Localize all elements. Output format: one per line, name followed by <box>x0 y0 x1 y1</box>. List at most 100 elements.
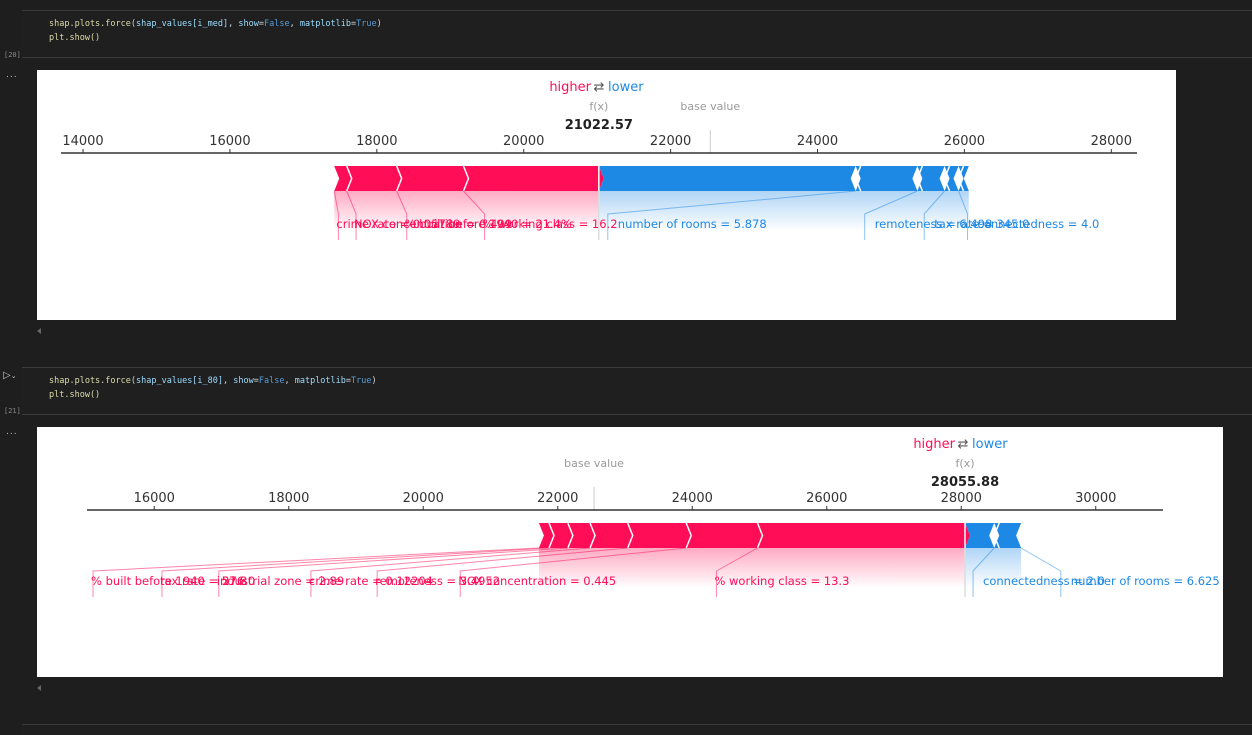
positive-bar-segment <box>538 523 555 548</box>
x-tick-label: 30000 <box>1075 491 1116 506</box>
segment-divider <box>548 522 555 549</box>
label-connector <box>92 547 539 597</box>
positive-bar-segment <box>686 523 763 548</box>
negative-bar-segment <box>965 523 995 548</box>
feature-label: NOX concentration = 0.445 <box>458 574 616 588</box>
segment-divider <box>756 522 764 549</box>
run-cell-button[interactable]: ▷⌄ <box>3 370 17 381</box>
label-connector <box>459 547 687 597</box>
feature-label: number of rooms = 6.625 <box>1071 574 1220 588</box>
label-connector <box>333 190 339 240</box>
code-editor-1[interactable]: shap.plots.force(shap_values[i_med], sho… <box>49 19 382 43</box>
x-tick-label: 20000 <box>503 134 544 149</box>
feature-label: NOX concentration = 0.409 <box>354 217 512 231</box>
label-connector <box>396 190 408 240</box>
code-arg: shap_values[i_80] <box>136 376 224 386</box>
code-val: True <box>351 376 372 386</box>
scroll-left-arrow-1[interactable] <box>37 328 41 334</box>
positive-bar-segment <box>590 523 633 548</box>
x-tick-label: 22000 <box>650 134 691 149</box>
code-kw: matplotlib <box>294 376 346 386</box>
feature-label: connectedness = 2.0 <box>983 574 1105 588</box>
fx-value: 21022.57 <box>565 118 633 133</box>
output-ellipsis-2[interactable]: ... <box>6 427 18 437</box>
segment-divider <box>346 165 353 192</box>
x-tick-label: 16000 <box>209 134 250 149</box>
x-tick-label: 24000 <box>672 491 713 506</box>
code-val: True <box>356 19 377 29</box>
segment-divider <box>916 165 924 192</box>
label-connector <box>864 190 918 240</box>
label-connector <box>161 547 550 597</box>
segment-divider <box>943 165 951 192</box>
x-tick-label: 14000 <box>62 134 103 149</box>
label-connector <box>376 547 628 597</box>
negative-bar-segment <box>917 166 945 191</box>
legend-arrow-icon: ⇄ <box>594 80 605 95</box>
x-tick-label: 22000 <box>537 491 578 506</box>
positive-bar-segment <box>567 523 596 548</box>
legend-arrow-icon: ⇄ <box>958 437 969 452</box>
x-tick-label: 24000 <box>797 134 838 149</box>
feature-label: % built before 1940 = 21.4% <box>405 217 572 231</box>
feature-label: % built before 1940 = 57.8 <box>91 574 247 588</box>
negative-bar-segment <box>598 166 856 191</box>
positive-bar-segment <box>549 523 573 548</box>
x-tick-label: 26000 <box>944 134 985 149</box>
execution-count-2: [21] <box>4 407 21 415</box>
pos-shade <box>334 191 599 231</box>
label-connector <box>923 190 945 240</box>
feature-label: % working class = 16.2 <box>483 217 618 231</box>
feature-label: industrial zone = 2.89 <box>217 574 344 588</box>
base-value-label: base value <box>680 100 740 113</box>
label-connector <box>346 190 357 240</box>
code-cell-1[interactable]: shap.plots.force(shap_values[i_med], sho… <box>22 10 1252 58</box>
feature-label: crime rate = 0.05789 <box>336 217 460 231</box>
positive-bar-segment <box>463 166 604 191</box>
code-fn: shap.plots.force <box>49 19 131 29</box>
feature-label: number of rooms = 5.878 <box>618 217 767 231</box>
label-connector <box>607 190 856 240</box>
code-val: False <box>258 376 285 386</box>
label-connector <box>958 190 969 240</box>
segment-divider <box>854 165 862 192</box>
label-connector <box>972 547 995 597</box>
fx-label: f(x) <box>956 457 975 470</box>
x-tick-label: 16000 <box>134 491 175 506</box>
segment-divider <box>589 522 596 549</box>
code-cell-2[interactable]: shap.plots.force(shap_values[i_80], show… <box>22 367 1252 415</box>
negative-bar-segment <box>855 166 918 191</box>
x-tick-label: 18000 <box>356 134 397 149</box>
positive-bar-segment <box>334 166 352 191</box>
x-tick-label: 20000 <box>403 491 444 506</box>
scroll-left-arrow-2[interactable] <box>37 685 41 691</box>
output-ellipsis-1[interactable]: ... <box>6 70 18 80</box>
fx-value: 28055.88 <box>931 475 999 490</box>
feature-label: remoteness = 6.498 <box>875 217 993 231</box>
feature-label: connectedness = 4.0 <box>978 217 1100 231</box>
neg-shade <box>965 548 1022 588</box>
code-arg: shap_values[i_med] <box>136 19 229 29</box>
feature-label: tax rate = 345.0 <box>934 217 1029 231</box>
code-val: False <box>264 19 290 29</box>
x-tick-label: 18000 <box>268 491 309 506</box>
code-line: plt.show() <box>49 390 101 400</box>
code-line: plt.show() <box>49 33 101 43</box>
positive-bar-segment <box>757 523 971 548</box>
negative-bar-segment <box>958 166 969 191</box>
legend-lower: lower <box>972 437 1008 452</box>
segment-divider <box>462 165 470 192</box>
x-tick-label: 26000 <box>806 491 847 506</box>
next-cell[interactable] <box>22 724 1252 735</box>
legend-higher: higher <box>549 80 591 95</box>
label-connector <box>1020 547 1062 597</box>
label-connector <box>463 190 486 240</box>
feature-label: % working class = 13.3 <box>714 574 849 588</box>
code-kw: show <box>238 19 259 29</box>
segment-divider <box>626 522 634 549</box>
code-kw: matplotlib <box>299 19 352 29</box>
x-tick-label: 28000 <box>1091 134 1132 149</box>
code-editor-2[interactable]: shap.plots.force(shap_values[i_80], show… <box>49 376 377 400</box>
segment-divider <box>567 522 574 549</box>
